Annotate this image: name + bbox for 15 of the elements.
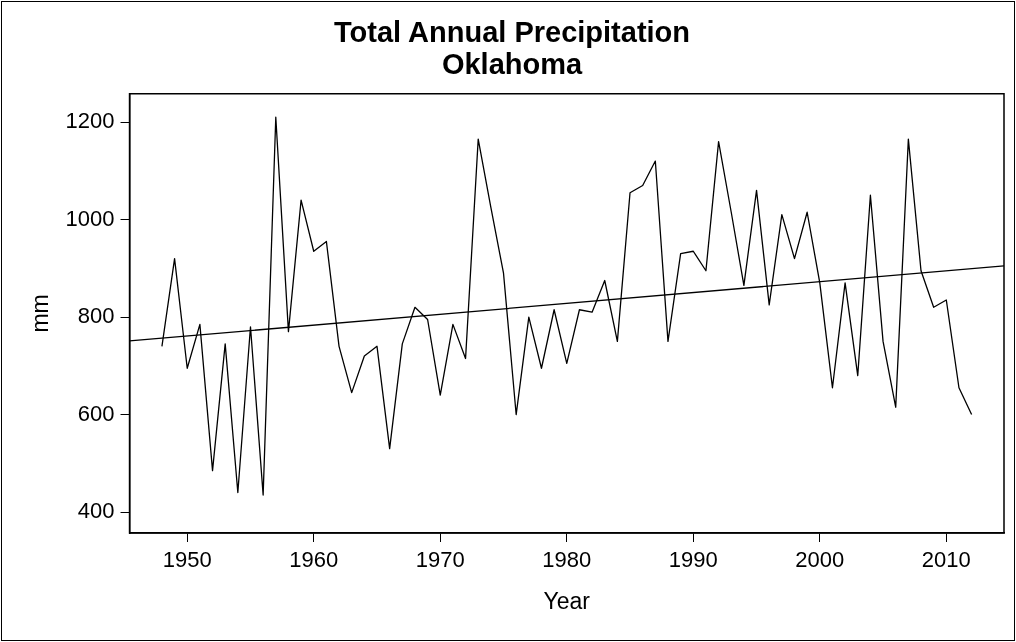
- x-tick-label: 1950: [162, 547, 212, 573]
- x-tick-label: 2000: [795, 547, 845, 573]
- x-tick-label: 1960: [289, 547, 339, 573]
- y-tick-label: 400: [77, 498, 115, 524]
- x-tick-label: 2010: [921, 547, 971, 573]
- x-tick-label: 1980: [542, 547, 592, 573]
- y-axis-title: mm: [27, 294, 54, 333]
- x-axis-title: Year: [543, 587, 591, 614]
- y-tick-label: 800: [77, 303, 115, 329]
- x-tick-label: 1990: [668, 547, 718, 573]
- y-tick-label: 1200: [65, 108, 115, 134]
- y-tick-label: 600: [77, 400, 115, 426]
- y-tick-label: 1000: [65, 205, 115, 231]
- x-tick-label: 1970: [415, 547, 465, 573]
- chart-title: Total Annual Precipitation Oklahoma: [333, 15, 691, 80]
